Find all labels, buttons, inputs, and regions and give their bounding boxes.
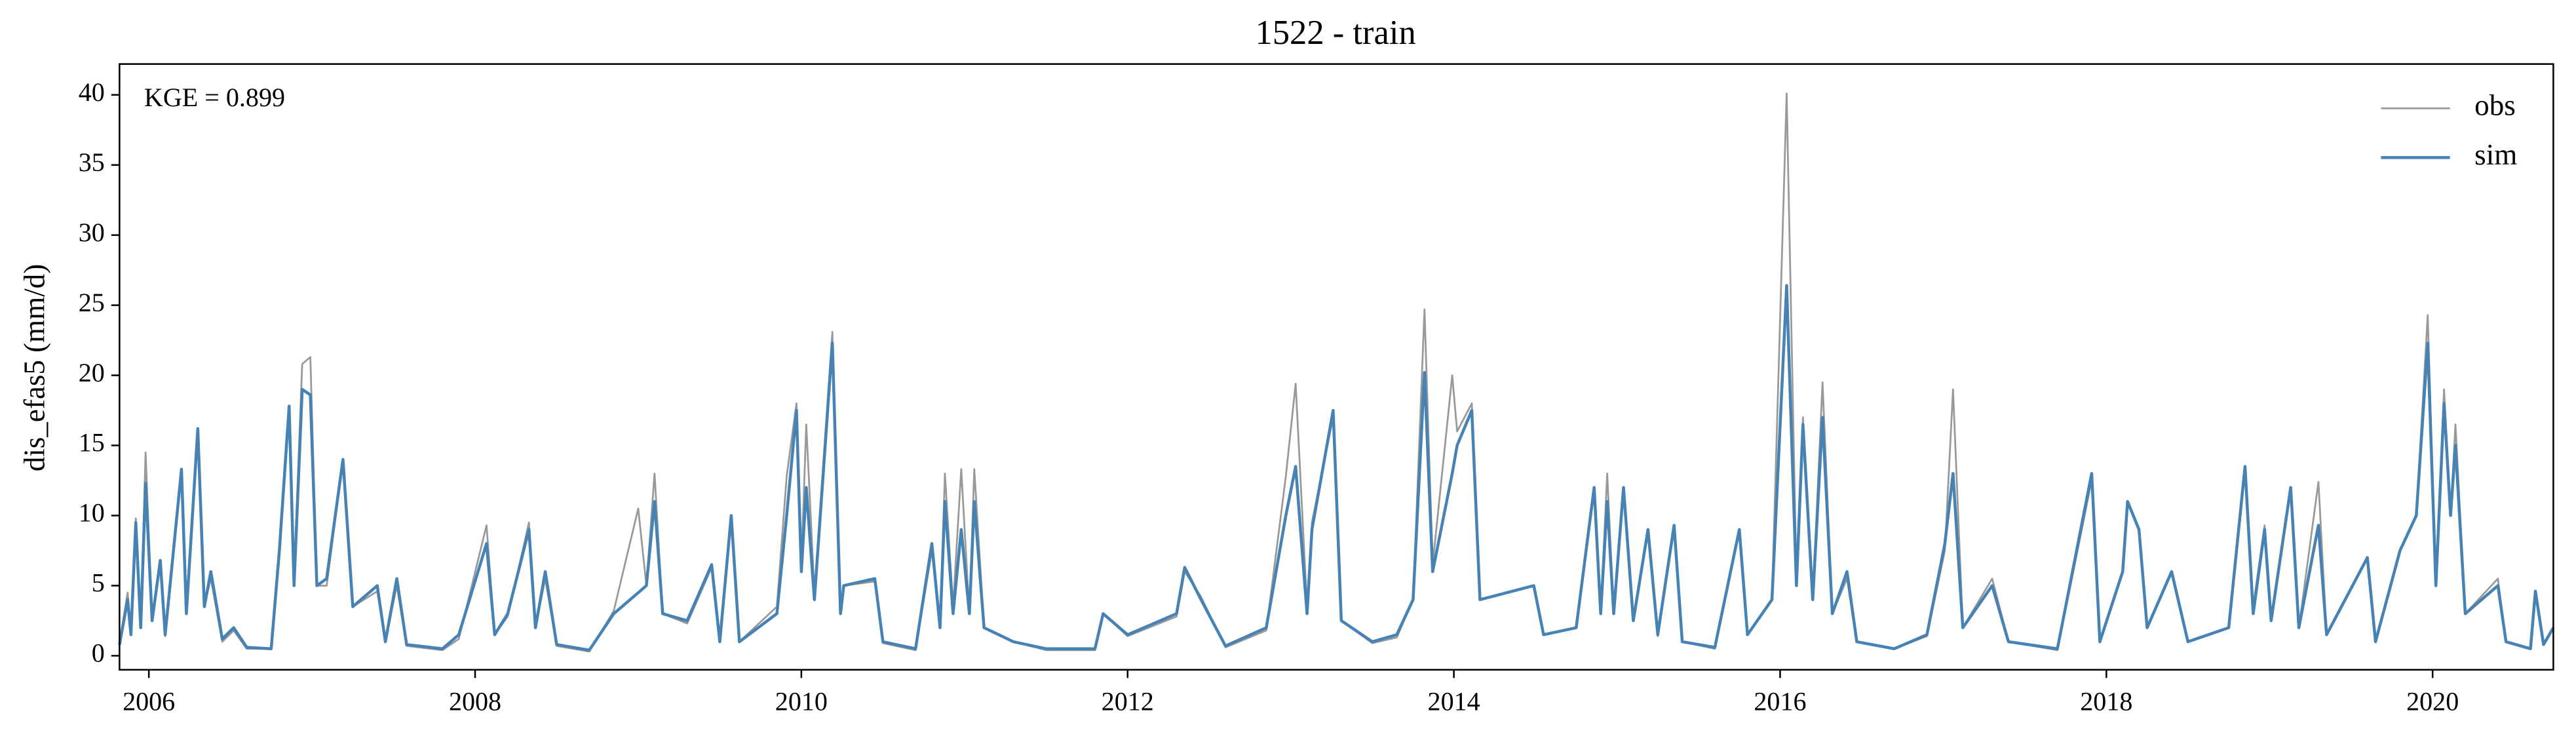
y-tick-label: 10 xyxy=(79,498,105,528)
y-axis-label: dis_efas5 (mm/d) xyxy=(18,264,50,472)
x-tick-label: 2010 xyxy=(775,687,828,716)
y-tick-label: 35 xyxy=(79,147,105,177)
y-tick-label: 25 xyxy=(79,288,105,317)
legend-label: sim xyxy=(2474,138,2517,171)
y-tick-label: 5 xyxy=(92,568,105,598)
y-tick-label: 30 xyxy=(79,218,105,247)
series-line xyxy=(118,92,2554,653)
x-tick-label: 2008 xyxy=(449,687,501,716)
annotation: KGE = 0.899 xyxy=(144,83,285,112)
chart-title: 1522 - train xyxy=(1255,14,1415,52)
x-tick-label: 2014 xyxy=(1428,687,1480,716)
series-line xyxy=(118,284,2555,652)
legend-label: obs xyxy=(2474,89,2516,122)
y-tick-label: 15 xyxy=(79,428,105,458)
x-tick-label: 2020 xyxy=(2406,687,2459,716)
x-tick-label: 2016 xyxy=(1754,687,1806,716)
y-tick-label: 0 xyxy=(92,638,105,668)
plot-frame xyxy=(119,63,2554,671)
y-tick-label: 20 xyxy=(79,358,105,387)
x-tick-label: 2006 xyxy=(123,687,175,716)
x-tick-label: 2018 xyxy=(2080,687,2132,716)
y-tick-label: 40 xyxy=(79,77,105,107)
x-tick-label: 2012 xyxy=(1102,687,1154,716)
